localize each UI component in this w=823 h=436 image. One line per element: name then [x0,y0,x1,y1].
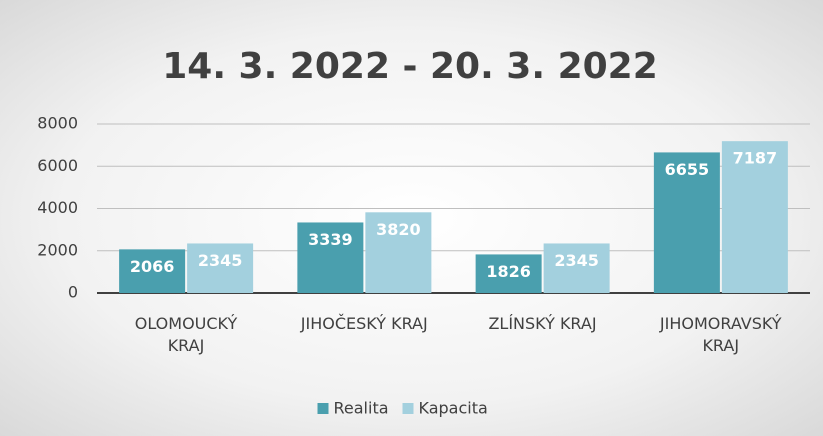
x-tick-label: OLOMOUCKÝ KRAJ [134,314,238,355]
y-tick-label: 8000 [37,114,78,133]
bar [653,152,720,293]
legend-swatch [402,403,414,414]
bar [475,254,542,293]
data-label: 2066 [130,257,175,276]
data-label: 7187 [733,149,778,168]
y-tick-label: 6000 [37,156,78,175]
legend-swatch [317,403,329,414]
data-label: 2345 [554,251,599,270]
bar [119,249,186,293]
bar [543,243,610,293]
data-label: 2345 [198,251,243,270]
legend-label: Realita [334,399,389,418]
bar [187,243,254,293]
x-tick-label: JIHOČESKÝ KRAJ [300,314,428,333]
x-tick-label: ZLÍNSKÝ KRAJ [488,314,597,333]
data-label: 3820 [376,220,421,239]
bar [365,212,432,293]
data-label: 6655 [665,160,710,179]
bar [721,141,788,293]
x-tick-label: JIHOMORAVSKÝ KRAJ [659,314,782,355]
chart-title: 14. 3. 2022 - 20. 3. 2022 [162,46,658,87]
y-tick-label: 2000 [37,240,78,259]
y-tick-label: 0 [68,283,78,302]
data-label: 1826 [486,262,531,281]
y-tick-label: 4000 [37,198,78,217]
bar [297,222,364,293]
legend-label: Kapacita [419,399,488,418]
data-label: 3339 [308,230,353,249]
